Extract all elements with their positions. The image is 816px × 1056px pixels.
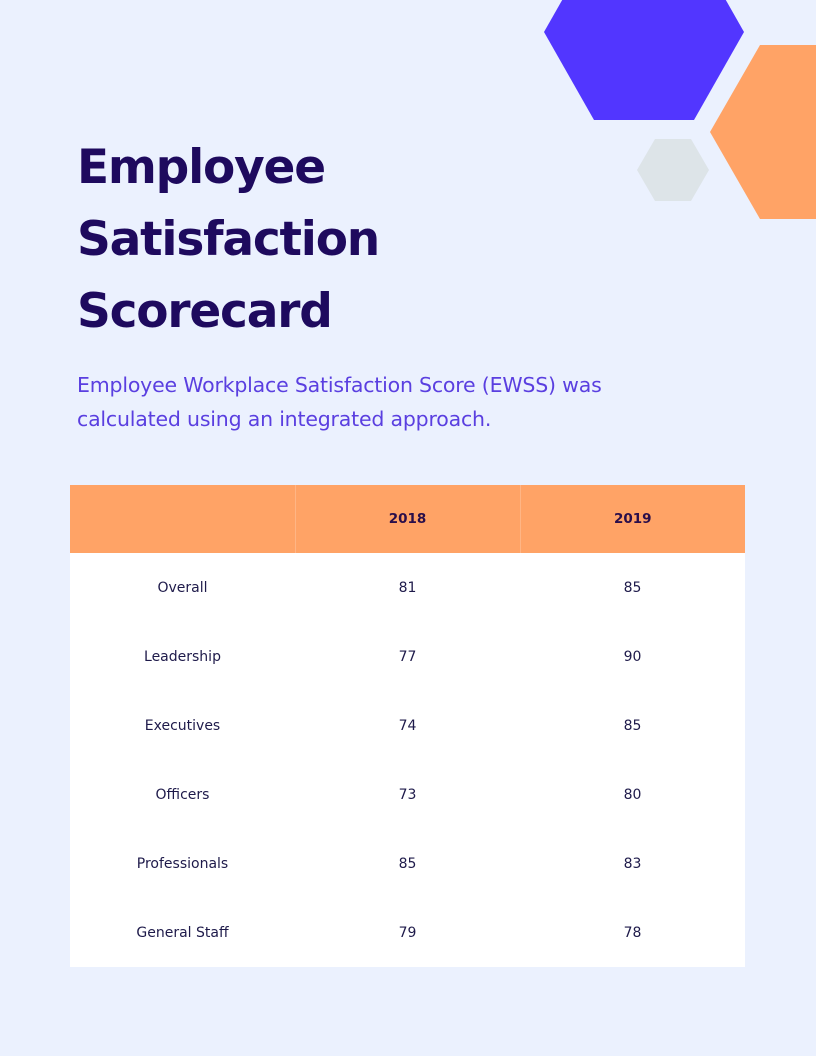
- score-2018: 73: [398, 786, 417, 803]
- table-row: Leadership 77 90: [70, 622, 745, 691]
- row-label: Leadership: [144, 648, 221, 665]
- score-2019: 85: [623, 717, 642, 734]
- gray-hexagon: [637, 139, 709, 201]
- score-2018: 79: [398, 924, 417, 941]
- header-2018: 2018: [294, 485, 520, 553]
- row-label: Overall: [157, 579, 208, 596]
- table-row: Executives 74 85: [70, 691, 745, 760]
- page-subtitle: Employee Workplace Satisfaction Score (E…: [77, 373, 602, 431]
- table-row: Officers 73 80: [70, 760, 745, 829]
- orange-hexagon: [710, 45, 816, 219]
- header-2019: 2019: [519, 485, 745, 553]
- header-category: [70, 485, 295, 553]
- table-row: Overall 81 85: [70, 553, 745, 622]
- score-2019: 83: [623, 855, 642, 872]
- row-label: General Staff: [136, 924, 229, 941]
- score-2019: 90: [623, 648, 642, 665]
- score-2019: 80: [623, 786, 642, 803]
- score-2018: 81: [398, 579, 417, 596]
- row-label: Executives: [144, 717, 221, 734]
- table-header-row: 2018 2019: [70, 485, 745, 553]
- purple-hexagon: [544, 0, 744, 120]
- title-line-3: Scorecard: [77, 284, 333, 339]
- table-row: General Staff 79 78: [70, 898, 745, 967]
- title-line-2: Satisfaction: [77, 212, 380, 267]
- score-2018: 77: [398, 648, 417, 665]
- score-2019: 85: [623, 579, 642, 596]
- score-2019: 78: [623, 924, 642, 941]
- title-line-1: Employee: [77, 140, 326, 195]
- row-label: Officers: [155, 786, 210, 803]
- score-2018: 85: [398, 855, 417, 872]
- page-title: Employee Satisfaction Scorecard: [77, 132, 380, 348]
- table-row: Professionals 85 83: [70, 829, 745, 898]
- row-label: Professionals: [136, 855, 229, 872]
- scorecard-table: 2018 2019 Overall 81 85 Leadership 77 90…: [70, 485, 745, 967]
- score-2018: 74: [398, 717, 417, 734]
